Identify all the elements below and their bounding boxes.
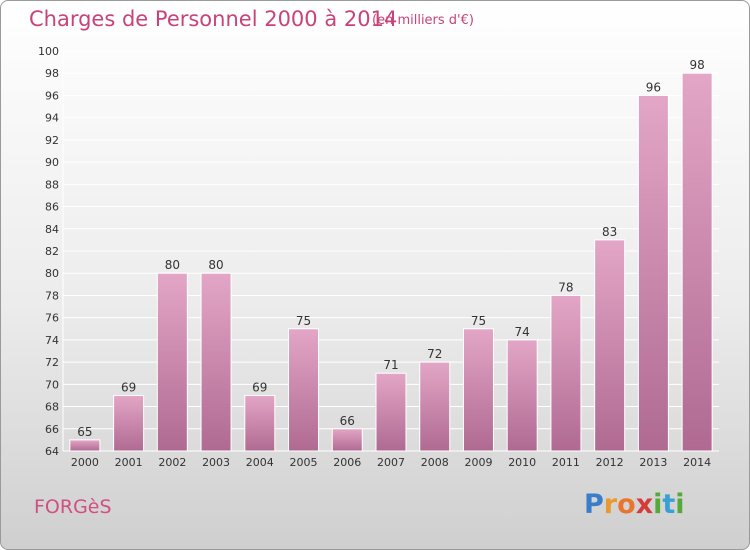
x-tick-label-2006: 2006 [333, 456, 361, 469]
y-tick-label: 78 [45, 289, 59, 302]
data-label-2006: 66 [340, 414, 355, 428]
y-tick-label: 70 [45, 378, 59, 391]
bar-2000 [69, 439, 101, 452]
data-label-2013: 96 [646, 80, 661, 94]
bar-2012 [594, 239, 626, 452]
bar-2008 [419, 361, 451, 452]
data-label-2009: 75 [471, 314, 486, 328]
x-tick-label-2005: 2005 [290, 456, 318, 469]
y-tick-label: 92 [45, 134, 59, 147]
bar-2002 [156, 272, 188, 452]
commune-name: FORGèS [34, 496, 112, 518]
bar-2004 [244, 394, 276, 452]
data-label-2004: 69 [252, 380, 267, 394]
y-tick-label: 80 [45, 267, 59, 280]
chart-title: Charges de Personnel 2000 à 2014 [29, 7, 398, 31]
logo-letter: t [662, 489, 676, 520]
bar-2014 [681, 72, 713, 452]
bar-2010 [506, 339, 538, 452]
logo-letter: r [603, 489, 618, 520]
y-tick-label: 82 [45, 245, 59, 258]
y-tick-label: 84 [45, 223, 59, 236]
data-label-2010: 74 [515, 325, 530, 339]
y-tick-label: 66 [45, 423, 59, 436]
data-label-2008: 72 [427, 347, 442, 361]
y-tick-label: 86 [45, 201, 59, 214]
y-tick-label: 74 [45, 334, 59, 347]
data-label-2001: 69 [121, 380, 136, 394]
bar-2011 [550, 294, 582, 452]
x-tick-label-2008: 2008 [421, 456, 449, 469]
data-label-2012: 83 [602, 225, 617, 239]
logo-letter: i [653, 489, 663, 520]
data-label-2002: 80 [165, 258, 180, 272]
data-label-2011: 78 [558, 280, 573, 294]
bar-2001 [113, 394, 145, 452]
data-label-2003: 80 [208, 258, 223, 272]
x-tick-label-2007: 2007 [377, 456, 405, 469]
bar-2007 [375, 372, 407, 452]
y-tick-label: 64 [45, 445, 59, 458]
y-tick-label: 72 [45, 356, 59, 369]
data-label-2000: 65 [77, 425, 92, 439]
bar-2009 [462, 328, 494, 452]
chart-subtitle: (en milliers d'€) [372, 13, 474, 28]
x-tick-label-2004: 2004 [246, 456, 274, 469]
bar-2003 [200, 272, 232, 452]
data-label-2005: 75 [296, 314, 311, 328]
bar-2006 [331, 428, 363, 452]
y-tick-label: 88 [45, 178, 59, 191]
x-tick-label-2002: 2002 [158, 456, 186, 469]
x-tick-label-2012: 2012 [596, 456, 624, 469]
logo-letter: o [617, 489, 636, 520]
data-label-2014: 98 [689, 58, 704, 72]
data-label-2007: 71 [383, 358, 398, 372]
proxiti-logo: Proxiti [584, 489, 685, 520]
bar-2013 [637, 94, 669, 452]
x-tick-label-2009: 2009 [464, 456, 492, 469]
x-tick-label-2000: 2000 [71, 456, 99, 469]
y-tick-label: 94 [45, 112, 59, 125]
y-tick-label: 76 [45, 312, 59, 325]
logo-letter: i [675, 489, 685, 520]
x-tick-label-2010: 2010 [508, 456, 536, 469]
logo-letter: P [584, 489, 604, 520]
x-tick-label-2014: 2014 [683, 456, 711, 469]
y-tick-label: 96 [45, 89, 59, 102]
logo-letter: x [635, 489, 654, 520]
x-tick-label-2001: 2001 [115, 456, 143, 469]
x-tick-label-2003: 2003 [202, 456, 230, 469]
bar-2005 [288, 328, 320, 452]
y-tick-label: 98 [45, 67, 59, 80]
x-tick-label-2011: 2011 [552, 456, 580, 469]
y-tick-label: 68 [45, 401, 59, 414]
y-tick-label: 100 [38, 45, 59, 58]
y-tick-label: 90 [45, 156, 59, 169]
x-tick-label-2013: 2013 [639, 456, 667, 469]
